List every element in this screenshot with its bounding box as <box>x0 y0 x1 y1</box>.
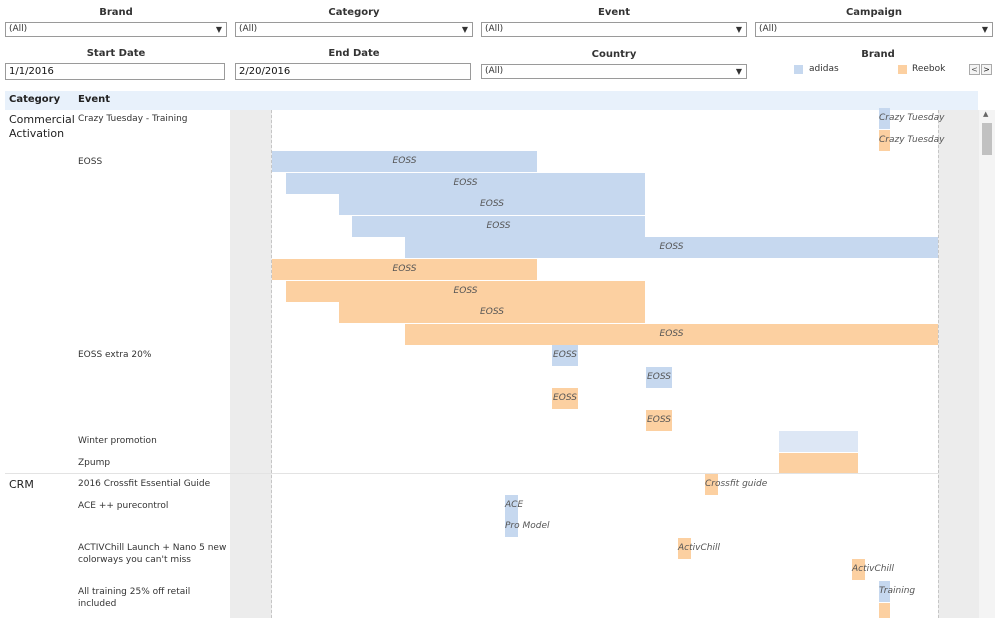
gantt-bar[interactable]: EOSS <box>646 410 672 431</box>
gantt-bar-label: EOSS <box>392 156 417 166</box>
gantt-bar[interactable]: EOSS <box>286 281 645 302</box>
gantt-bar-label: EOSS <box>486 221 511 231</box>
gantt-bar-label: Crazy Tuesday <box>879 113 945 123</box>
start-date-reference-line <box>271 110 272 618</box>
gantt-bar-label: Pro Model <box>505 521 550 531</box>
legend-label-adidas[interactable]: adidas <box>809 64 839 74</box>
gantt-bar-label: ACE <box>505 500 524 510</box>
start-date-label: Start Date <box>86 48 146 59</box>
gantt-bar[interactable]: EOSS <box>646 367 672 388</box>
gantt-bar-label: EOSS <box>453 178 478 188</box>
gantt-bar-label: ActivChill <box>678 543 720 553</box>
legend-next-button[interactable]: > <box>981 64 992 75</box>
gantt-bar[interactable]: ACE <box>505 495 523 516</box>
gantt-bar[interactable]: Training <box>879 581 915 602</box>
category-filter-label: Category <box>328 7 380 18</box>
chevron-down-icon: ▼ <box>735 67 742 76</box>
gantt-bar[interactable] <box>779 431 858 452</box>
end-date-label: End Date <box>328 48 380 59</box>
gantt-bar-label: EOSS <box>659 329 684 339</box>
gantt-bar[interactable] <box>779 453 858 473</box>
gantt-bar-label: EOSS <box>647 372 671 382</box>
chevron-down-icon: ▼ <box>461 25 468 34</box>
end-date-reference-line <box>938 110 939 618</box>
event-label: Winter promotion <box>78 436 157 446</box>
scroll-up-icon[interactable]: ▲ <box>983 110 989 118</box>
event-filter-label: Event <box>597 7 631 18</box>
category-filter-dropdown[interactable]: (All) ▼ <box>235 22 473 37</box>
gantt-bar[interactable]: EOSS <box>352 216 645 237</box>
legend-prev-button[interactable]: < <box>969 64 980 75</box>
event-label: ACE ++ purecontrol <box>78 501 169 511</box>
gantt-bar-label: EOSS <box>553 393 577 403</box>
campaign-filter-label: Campaign <box>845 7 903 18</box>
table-header: Category Event <box>5 91 978 110</box>
start-date-input[interactable]: 1/1/2016 <box>5 63 225 80</box>
gantt-bar[interactable]: Pro Model <box>505 516 550 537</box>
country-filter-label: Country <box>591 49 637 60</box>
event-label: EOSS <box>78 157 103 167</box>
gantt-bar[interactable]: Crazy Tuesday <box>879 108 945 129</box>
brand-filter-value: (All) <box>9 24 28 34</box>
gantt-bar[interactable]: EOSS <box>272 259 537 280</box>
gantt-bar-label: EOSS <box>480 199 504 209</box>
chevron-down-icon: ▼ <box>981 25 988 34</box>
category-column-header[interactable]: Category <box>9 94 61 105</box>
event-filter-value: (All) <box>485 24 504 34</box>
gantt-bar-label: EOSS <box>647 415 671 425</box>
country-filter-value: (All) <box>485 66 504 76</box>
chart-left-gutter <box>230 110 272 618</box>
category-separator <box>5 473 938 474</box>
chevron-down-icon: ▼ <box>215 25 222 34</box>
gantt-bar[interactable]: Crossfit guide <box>705 474 767 495</box>
gantt-bar[interactable]: ActivChill <box>852 559 894 580</box>
event-label: Crazy Tuesday - Training <box>78 114 188 124</box>
event-label: Zpump <box>78 458 111 468</box>
gantt-bar[interactable]: EOSS <box>286 173 645 194</box>
gantt-bar[interactable]: ActivChill <box>678 538 720 559</box>
end-date-input[interactable]: 2/20/2016 <box>235 63 471 80</box>
gantt-bar-label: EOSS <box>392 264 417 274</box>
gantt-bar[interactable] <box>879 603 890 618</box>
campaign-filter-value: (All) <box>759 24 778 34</box>
chart-right-gutter <box>938 110 979 618</box>
category-label: CRM <box>9 478 34 491</box>
gantt-bar[interactable]: EOSS <box>405 237 938 258</box>
gantt-bar-label: ActivChill <box>852 564 894 574</box>
gantt-bar-label: EOSS <box>480 307 504 317</box>
gantt-bar-label: EOSS <box>453 286 478 296</box>
event-label: 2016 Crossfit Essential Guide <box>78 479 211 489</box>
gantt-bar-label: Crazy Tuesday <box>879 135 945 145</box>
gantt-bar[interactable]: EOSS <box>552 388 578 409</box>
vertical-scrollbar[interactable]: ▲ <box>979 110 995 618</box>
gantt-bar-label: EOSS <box>659 242 684 252</box>
gantt-bar[interactable]: EOSS <box>339 302 645 323</box>
event-filter-dropdown[interactable]: (All) ▼ <box>481 22 747 37</box>
brand-filter-dropdown[interactable]: (All) ▼ <box>5 22 227 37</box>
event-label: EOSS extra 20% <box>78 350 152 360</box>
legend-label-reebok[interactable]: Reebok <box>912 64 946 74</box>
gantt-bar-label: EOSS <box>553 350 577 360</box>
country-filter-dropdown[interactable]: (All) ▼ <box>481 64 747 79</box>
brand-filter-label: Brand <box>99 7 133 18</box>
gantt-bar[interactable]: Crazy Tuesday <box>879 130 945 151</box>
gantt-bar-label: Crossfit guide <box>705 479 768 489</box>
event-label: ACTIVChill Launch + Nano 5 new colorways… <box>78 543 227 565</box>
legend-swatch-reebok <box>898 65 907 74</box>
legend-title: Brand <box>861 49 895 60</box>
gantt-bar[interactable]: EOSS <box>552 345 578 366</box>
category-filter-value: (All) <box>239 24 258 34</box>
legend-swatch-adidas <box>794 65 803 74</box>
gantt-bar-label: Training <box>879 586 916 596</box>
campaign-filter-dropdown[interactable]: (All) ▼ <box>755 22 993 37</box>
scrollbar-thumb[interactable] <box>982 123 992 155</box>
event-column-header[interactable]: Event <box>78 94 111 105</box>
chevron-down-icon: ▼ <box>735 25 742 34</box>
gantt-bar[interactable]: EOSS <box>272 151 537 172</box>
event-label: All training 25% off retail included <box>78 587 191 609</box>
gantt-bar[interactable]: EOSS <box>405 324 938 345</box>
gantt-bar[interactable]: EOSS <box>339 194 645 215</box>
category-label: Commercial Activation <box>9 113 75 140</box>
